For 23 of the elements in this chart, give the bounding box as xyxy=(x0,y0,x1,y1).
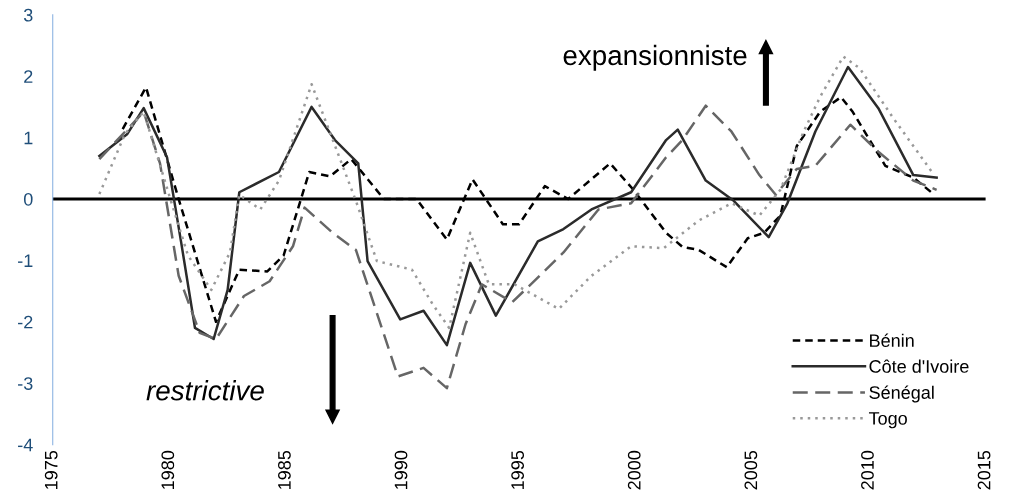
legend-label: Togo xyxy=(868,412,907,429)
x-tick-label: 2000 xyxy=(627,450,641,490)
y-tick-label: 1 xyxy=(24,131,33,145)
x-tick-label: 2010 xyxy=(861,450,874,490)
y-tick-label: -2 xyxy=(18,315,33,329)
x-tick-label: 2005 xyxy=(744,450,758,490)
x-tick-label: 1975 xyxy=(44,450,58,489)
x-tick-label: 1995 xyxy=(511,450,525,489)
legend-label: Bénin xyxy=(870,333,914,347)
y-tick-label: 0 xyxy=(23,192,33,206)
x-tick-label: 1980 xyxy=(161,450,175,489)
y-tick-label: -1 xyxy=(18,254,33,267)
x-tick-label: 1990 xyxy=(394,450,408,489)
x-tick-label: 1985 xyxy=(278,450,291,489)
y-tick-label: 2 xyxy=(24,70,33,83)
x-tick-label: 2015 xyxy=(977,450,991,490)
annotation: expansionniste xyxy=(563,44,747,71)
y-tick-label: 3 xyxy=(23,8,33,22)
legend-label: Côte d'Ivoire xyxy=(869,359,969,373)
y-tick-label: -3 xyxy=(18,377,33,390)
y-tick-label: -4 xyxy=(18,438,33,452)
legend-label: Sénégal xyxy=(869,385,934,403)
annotation: restrictive xyxy=(146,380,264,401)
